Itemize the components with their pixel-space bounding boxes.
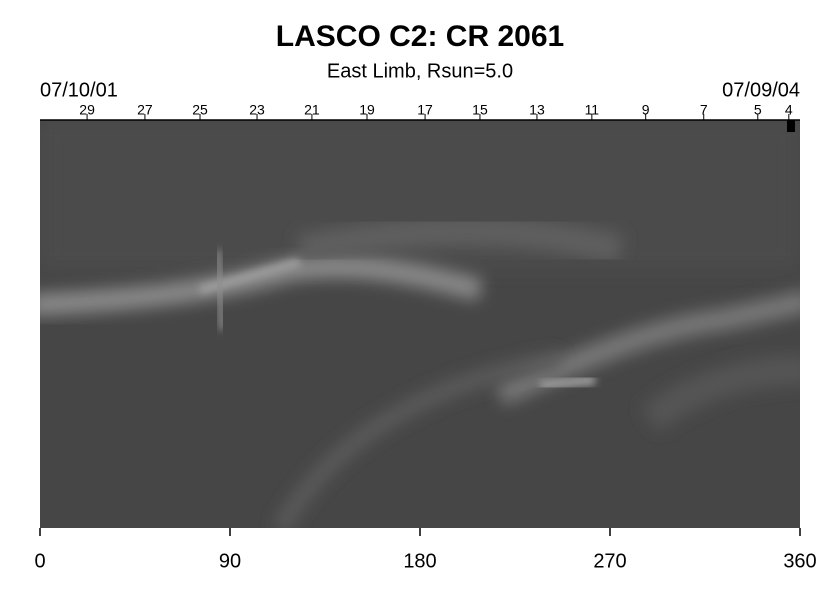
streamer — [40, 255, 483, 316]
top-tick-label: 27 — [137, 102, 153, 118]
streamer — [273, 352, 562, 528]
streamer-core — [198, 258, 302, 294]
x-tick-label: 180 — [403, 550, 436, 572]
top-tick-label: 21 — [304, 102, 320, 118]
x-tick-label: 270 — [593, 550, 626, 572]
start-date: 07/10/01 — [40, 79, 118, 101]
x-tick-label: 360 — [783, 550, 816, 572]
streamer-core — [539, 375, 596, 390]
chart-subtitle: East Limb, Rsun=5.0 — [327, 60, 513, 82]
top-tick-label: 23 — [249, 102, 265, 118]
streamer — [297, 216, 624, 265]
x-tick-label: 0 — [34, 550, 45, 572]
top-tick-label: 9 — [642, 102, 650, 118]
top-tick-label: 7 — [700, 102, 708, 118]
streamer — [640, 355, 800, 432]
top-tick-label: 15 — [472, 102, 488, 118]
top-tick-label: 17 — [417, 102, 433, 118]
chart-title: LASCO C2: CR 2061 — [276, 20, 564, 53]
synoptic-map — [40, 120, 800, 528]
top-tick-label: 4 — [785, 102, 793, 118]
top-tick-label: 29 — [79, 102, 95, 118]
top-tick-label: 5 — [754, 102, 762, 118]
data-gap — [787, 120, 795, 132]
x-tick-label: 90 — [219, 550, 241, 572]
streamer — [495, 291, 800, 406]
streak — [215, 249, 225, 331]
top-tick-label: 13 — [529, 102, 545, 118]
top-tick-label: 19 — [359, 102, 375, 118]
top-tick-label: 25 — [192, 102, 208, 118]
top-tick-label: 11 — [585, 102, 600, 118]
end-date: 07/09/04 — [722, 79, 800, 101]
